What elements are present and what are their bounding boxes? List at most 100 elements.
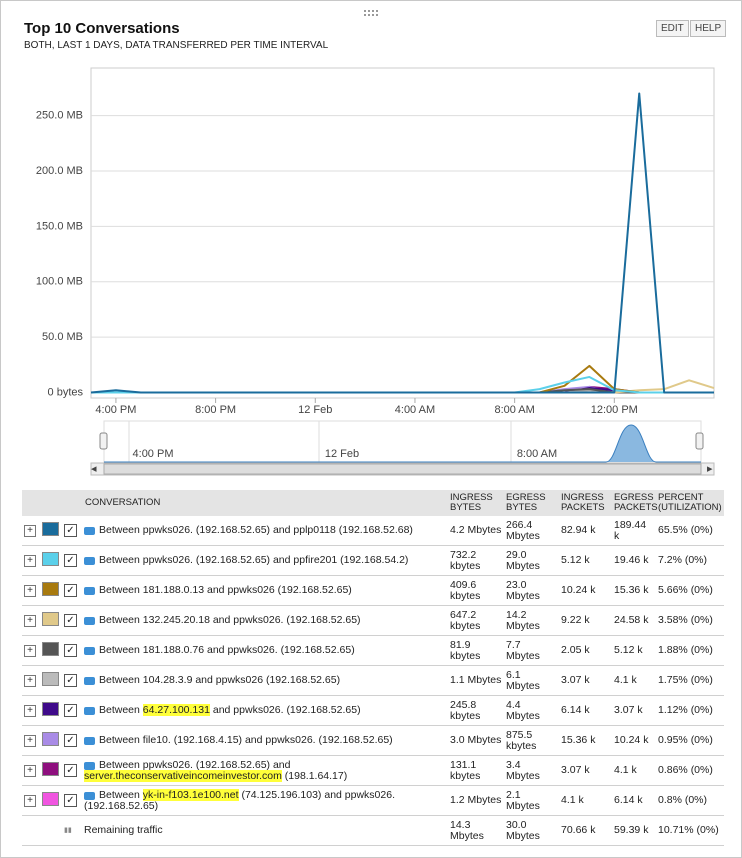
navigator-label: 12 Feb [325, 448, 359, 460]
color-cell [40, 575, 62, 606]
expand-cell: + [22, 785, 40, 816]
checkbox[interactable]: ✓ [64, 554, 77, 567]
expand-cell: + [22, 605, 40, 636]
series-swatch [42, 522, 59, 536]
value-cell: 245.8 kbytes [448, 695, 504, 726]
blank-cell [40, 815, 62, 846]
conversation-text: (74.125.196.103) and [241, 788, 342, 801]
checkbox[interactable]: ✓ [64, 524, 77, 537]
conversation-text: (192.168.52.65) [280, 644, 355, 656]
value-cell: 23.0 Mbytes [504, 575, 559, 606]
value-cell: 19.46 k [612, 545, 656, 576]
check-cell: ✓ [62, 545, 82, 576]
check-cell: ✓ [62, 755, 82, 786]
checkbox[interactable]: ✓ [64, 734, 77, 747]
series-line [91, 375, 714, 394]
scroll-left[interactable]: ◂ [91, 463, 97, 475]
checkbox[interactable]: ✓ [64, 584, 77, 597]
conversation-icon [84, 761, 95, 770]
conversation-text: Between [99, 788, 140, 801]
expand-button[interactable]: + [24, 764, 36, 777]
expand-button[interactable]: + [24, 554, 36, 567]
conversation-cell: Between ppwks026. (192.168.52.65) and pp… [82, 516, 448, 546]
value-cell: 9.22 k [559, 605, 612, 636]
color-cell [40, 516, 62, 546]
table-header: CONVERSATION INGRESS BYTES EGRESS BYTES ING… [22, 490, 724, 516]
table-row: + ✓ Between 181.188.0.13 and ppwks026 (192… [22, 575, 724, 606]
conversation-text: (192.168.52.65) and ppfire201 [195, 554, 338, 566]
expand-button[interactable]: + [24, 704, 36, 717]
conversation-text: file10. [142, 734, 171, 746]
table-row: + ✓ Between ppwks026. (192.168.52.65) and … [22, 516, 724, 546]
conversation-cell: Between ppwks026. (192.168.52.65) and pp… [82, 545, 448, 576]
checkbox[interactable]: ✓ [64, 644, 77, 657]
checkbox[interactable]: ✓ [64, 764, 77, 777]
edit-button[interactable]: EDIT [656, 20, 689, 37]
y-tick-label: 50.0 MB [42, 331, 83, 343]
value-cell: 131.1 kbytes [448, 755, 504, 786]
conversation-icon [84, 557, 95, 565]
conversation-text: (192.168.52.65) and pplp0118 [195, 524, 336, 536]
value-cell: 3.0 Mbytes [448, 725, 504, 756]
value-cell: 29.0 Mbytes [504, 545, 559, 576]
expand-button[interactable]: + [24, 674, 36, 687]
checkbox[interactable]: ✓ [64, 794, 77, 807]
value-cell: 732.2 kbytes [448, 545, 504, 576]
expand-button[interactable]: + [24, 794, 36, 807]
value-cell: 3.58% (0%) [656, 605, 724, 636]
value-cell: 3.07 k [559, 665, 612, 696]
remaining-row: ▮▮ Remaining traffic 14.3 Mbytes 30.0 Mbyte… [22, 815, 724, 846]
expand-button[interactable]: + [24, 644, 36, 657]
check-cell: ✓ [62, 635, 82, 666]
column-header: PERCENT (UTILIZATION) [656, 490, 724, 516]
check-cell: ✓ [62, 725, 82, 756]
conversation-icon [84, 617, 95, 625]
value-cell: 15.36 k [612, 575, 656, 606]
value-cell: 6.1 Mbytes [504, 665, 559, 696]
checkbox[interactable]: ✓ [64, 614, 77, 627]
conversation-cell: Between yk-in-f103.1e100.net (74.125.196… [82, 785, 448, 816]
expand-button[interactable]: + [24, 734, 36, 747]
value-cell: 5.66% (0%) [656, 575, 724, 606]
conversation-cell: Between file10. (192.168.4.15) and ppwks… [82, 725, 448, 756]
help-button[interactable]: HELP [690, 20, 727, 37]
table-row: + ✓ Between file10. (192.168.4.15) and ppw… [22, 725, 724, 756]
expand-cell: + [22, 575, 40, 606]
value-cell: 6.14 k [559, 695, 612, 726]
value-cell: 59.39 k [612, 815, 656, 846]
table-row: + ✓ Between 104.28.3.9 and ppwks026 (192.1… [22, 665, 724, 696]
value-cell: 409.6 kbytes [448, 575, 504, 606]
scroll-right[interactable]: ▸ [707, 463, 713, 475]
expand-cell: + [22, 695, 40, 726]
value-cell: 4.1 k [612, 665, 656, 696]
conversation-text: (192.168.52.65) [286, 614, 361, 626]
conversation-text: (192.168.52.65) [318, 734, 393, 746]
navigator-label: 8:00 AM [517, 448, 557, 460]
color-cell [40, 545, 62, 576]
conversation-text: yk-in-f103.1e100.net [142, 788, 239, 801]
series-swatch [42, 732, 59, 746]
conversation-cell: Between 132.245.20.18 and ppwks026. (192… [82, 605, 448, 636]
check-cell: ✓ [62, 575, 82, 606]
y-tick-label: 200.0 MB [36, 165, 83, 177]
value-cell: 70.66 k [559, 815, 612, 846]
expand-button[interactable]: + [24, 584, 36, 597]
series-swatch [42, 612, 59, 626]
x-tick-label: 12:00 PM [591, 404, 638, 416]
expand-button[interactable]: + [24, 614, 36, 627]
conversation-text: (192.168.52.65) [84, 799, 159, 812]
conversation-text: and ppwks026. [212, 704, 284, 716]
value-cell: 5.12 k [559, 545, 612, 576]
drag-handle [364, 10, 378, 16]
checkbox[interactable]: ✓ [64, 704, 77, 717]
value-cell: 5.12 k [612, 635, 656, 666]
value-cell: 82.94 k [559, 516, 612, 546]
x-tick-label: 8:00 PM [195, 404, 236, 416]
expand-button[interactable]: + [24, 524, 36, 537]
conversation-text: (192.168.52.65) [286, 704, 361, 716]
column-header: INGRESS BYTES [448, 490, 504, 516]
value-cell: 875.5 kbytes [504, 725, 559, 756]
value-cell: 2.1 Mbytes [504, 785, 559, 816]
table-row: + ✓ Between 181.188.0.76 and ppwks026. (19… [22, 635, 724, 666]
checkbox[interactable]: ✓ [64, 674, 77, 687]
